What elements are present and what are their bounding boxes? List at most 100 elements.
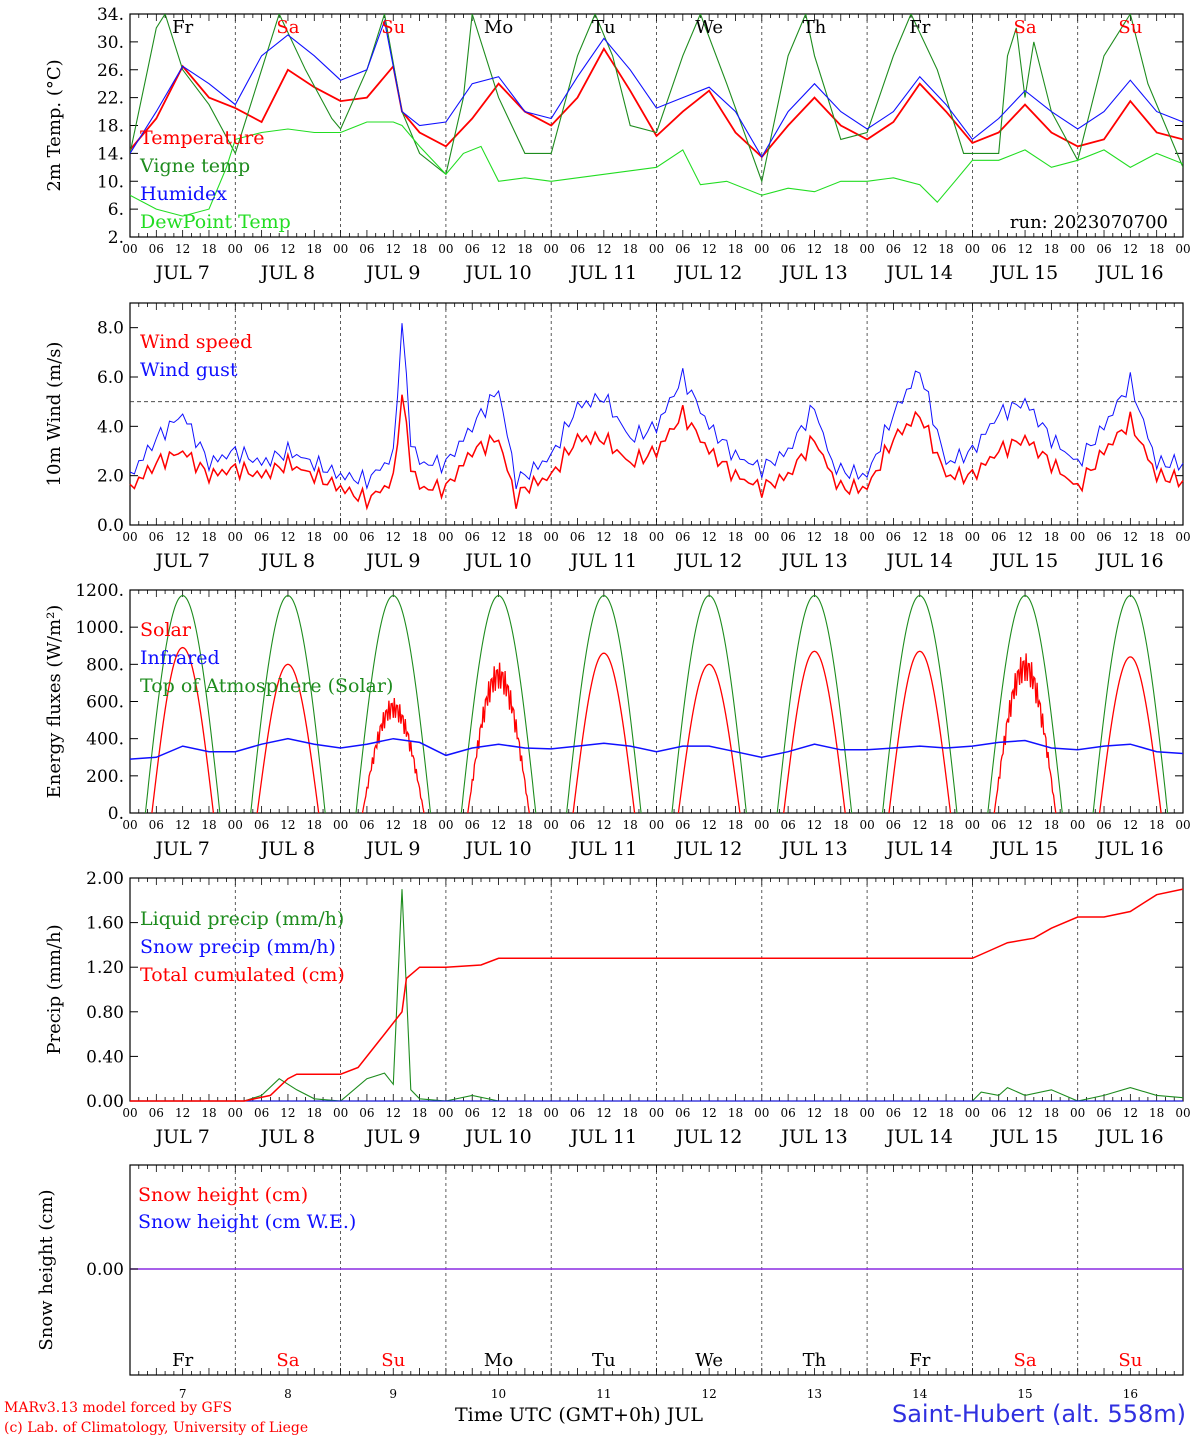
day-number-label: 15 xyxy=(1017,1387,1032,1401)
legend-entry: Solar xyxy=(140,619,192,641)
hour-tick-label: 00 xyxy=(122,530,137,544)
date-label: JUL 7 xyxy=(153,838,209,860)
hour-tick-label: 18 xyxy=(1044,530,1059,544)
hour-tick-label: 00 xyxy=(228,818,243,832)
hour-tick-label: 00 xyxy=(965,1106,980,1120)
hour-tick-label: 06 xyxy=(254,530,269,544)
solar-arch xyxy=(783,650,846,814)
date-label: JUL 12 xyxy=(674,1126,742,1148)
weekday-label: Th xyxy=(803,17,827,38)
hour-tick-label: 18 xyxy=(623,242,638,256)
hour-tick-label: 00 xyxy=(1175,1106,1190,1120)
y-tick-label: 0.80 xyxy=(86,1003,124,1023)
hour-tick-label: 00 xyxy=(859,242,874,256)
hour-tick-label: 00 xyxy=(965,530,980,544)
hour-tick-label: 18 xyxy=(938,242,953,256)
y-tick-label: 0.00 xyxy=(86,1260,124,1280)
date-label: JUL 8 xyxy=(259,1126,315,1148)
hour-tick-label: 06 xyxy=(570,530,585,544)
credit-line-model: MARv3.13 model forced by GFS xyxy=(4,1400,233,1416)
weekday-label: Su xyxy=(1118,17,1142,38)
y-tick-label: 1200. xyxy=(75,581,124,601)
hour-tick-label: 18 xyxy=(307,1106,322,1120)
hour-tick-label: 12 xyxy=(175,530,190,544)
hour-tick-label: 18 xyxy=(517,818,532,832)
hour-tick-label: 06 xyxy=(570,818,585,832)
hour-tick-label: 00 xyxy=(754,1106,769,1120)
legend-entry: Top of Atmosphere (Solar) xyxy=(140,675,393,697)
hour-tick-label: 12 xyxy=(1017,1106,1032,1120)
hour-tick-label: 00 xyxy=(544,1106,559,1120)
hour-tick-label: 06 xyxy=(1096,818,1111,832)
panel-wind: 0.0 2.0 4.0 6.0 8.0 10m Wind (m/s) Wind speed W… xyxy=(44,302,1191,572)
day-number-label: 9 xyxy=(389,1387,397,1401)
hour-tick-label: 06 xyxy=(359,242,374,256)
hour-tick-label: 12 xyxy=(175,1106,190,1120)
hour-tick-label: 12 xyxy=(807,818,822,832)
y-tick-label: 0.00 xyxy=(86,1092,124,1112)
hour-tick-label: 18 xyxy=(412,242,427,256)
y-tick-label: 1000. xyxy=(75,618,124,638)
hour-tick-label: 00 xyxy=(1175,530,1190,544)
weekday-label: Mo xyxy=(484,1350,513,1371)
hour-tick-label: 12 xyxy=(912,818,927,832)
solar-arch xyxy=(1098,656,1162,814)
date-label: JUL 7 xyxy=(153,262,209,284)
hour-tick-label: 06 xyxy=(886,242,901,256)
date-label: JUL 15 xyxy=(990,262,1058,284)
hour-tick-label: 00 xyxy=(1070,530,1085,544)
weekday-label: Sa xyxy=(276,17,299,38)
hour-tick-label: 06 xyxy=(886,530,901,544)
date-label: JUL 13 xyxy=(779,1126,847,1148)
date-label: JUL 10 xyxy=(463,838,531,860)
hour-tick-label: 18 xyxy=(623,530,638,544)
hour-tick-label: 06 xyxy=(991,818,1006,832)
hour-tick-label: 12 xyxy=(1123,530,1138,544)
hour-tick-label: 12 xyxy=(280,1106,295,1120)
weekday-label: Fr xyxy=(909,1350,930,1371)
hour-tick-label: 18 xyxy=(1044,818,1059,832)
hour-tick-label: 18 xyxy=(728,530,743,544)
y-tick-label: 18. xyxy=(97,117,124,137)
y-tick-label: 800. xyxy=(86,655,124,675)
date-label: JUL 9 xyxy=(364,1126,420,1148)
date-label: JUL 8 xyxy=(259,550,315,572)
hour-tick-label: 06 xyxy=(254,818,269,832)
hour-tick-label: 18 xyxy=(307,530,322,544)
y-tick-label: 22. xyxy=(97,89,124,109)
y-axis-label: 2m Temp. (°C) xyxy=(44,59,65,191)
hour-tick-label: 12 xyxy=(386,1106,401,1120)
hour-tick-label: 12 xyxy=(175,242,190,256)
date-label: JUL 9 xyxy=(364,550,420,572)
hour-tick-label: 00 xyxy=(859,530,874,544)
date-label: JUL 13 xyxy=(779,838,847,860)
solar-arch xyxy=(256,663,320,814)
date-label: JUL 10 xyxy=(463,262,531,284)
credit-line-lab: (c) Lab. of Climatology, University of L… xyxy=(4,1420,309,1436)
date-label: JUL 16 xyxy=(1095,262,1163,284)
day-number-label: 7 xyxy=(179,1387,187,1401)
day-number-label: 11 xyxy=(596,1387,611,1401)
hour-tick-label: 00 xyxy=(122,818,137,832)
hour-tick-label: 12 xyxy=(491,818,506,832)
hour-tick-label: 06 xyxy=(886,1106,901,1120)
legend-entry: Snow height (cm W.E.) xyxy=(138,1211,356,1233)
hour-tick-label: 06 xyxy=(991,1106,1006,1120)
date-label: JUL 12 xyxy=(674,838,742,860)
series-line-humidex xyxy=(130,18,1183,158)
hour-tick-label: 00 xyxy=(1175,242,1190,256)
toa-arch xyxy=(566,595,642,814)
weekday-label: Mo xyxy=(484,17,513,38)
day-number-label: 14 xyxy=(912,1387,928,1401)
date-label: JUL 11 xyxy=(569,1126,637,1148)
hour-tick-label: 18 xyxy=(1149,1106,1164,1120)
y-tick-label: 2.00 xyxy=(86,869,124,889)
weekday-label: Fr xyxy=(172,17,193,38)
hour-tick-label: 18 xyxy=(201,530,216,544)
hour-tick-label: 18 xyxy=(833,818,848,832)
legend-entry: Vigne temp xyxy=(139,155,250,177)
hour-tick-label: 00 xyxy=(965,242,980,256)
hour-tick-label: 06 xyxy=(675,1106,690,1120)
hour-tick-label: 12 xyxy=(596,242,611,256)
hour-tick-label: 18 xyxy=(833,1106,848,1120)
